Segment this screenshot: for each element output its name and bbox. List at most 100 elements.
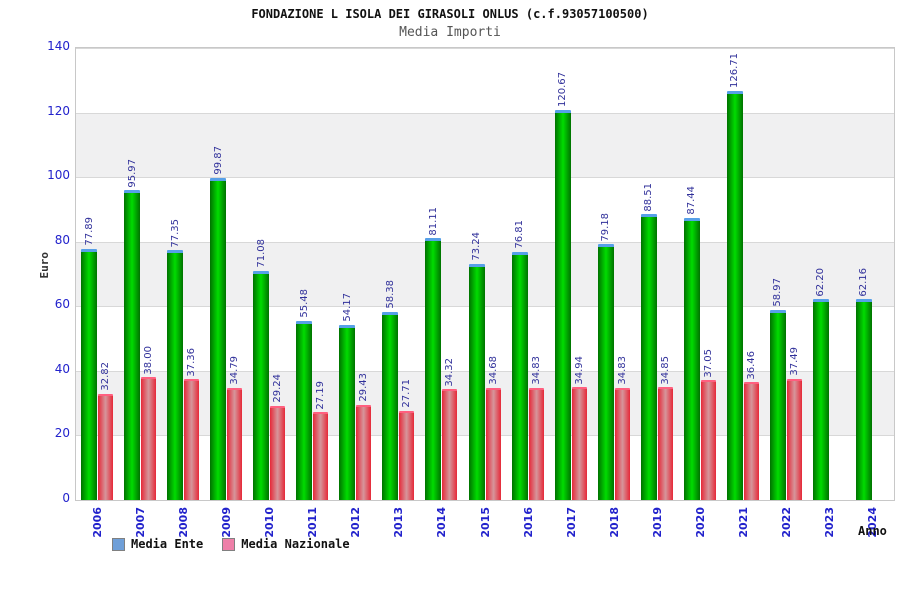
value-label-media-ente-2009: 99.87 (212, 145, 224, 175)
value-label-media-ente-2016: 76.81 (514, 220, 526, 250)
bar-media-nazionale-2020 (700, 380, 716, 500)
value-label-media-nazionale-2009: 34.79 (229, 356, 241, 385)
bar-media-ente-2013 (382, 311, 399, 500)
value-label-media-ente-2008: 77.35 (169, 218, 181, 248)
value-label-media-nazionale-2012: 29.43 (358, 373, 370, 402)
value-label-media-nazionale-2020: 37.05 (702, 348, 714, 378)
bar-media-ente-2021 (726, 90, 743, 500)
value-label-media-ente-2024: 62.16 (858, 267, 870, 297)
bar-media-ente-2008 (167, 250, 184, 500)
value-label-media-nazionale-2021: 36.46 (745, 350, 757, 380)
value-label-media-ente-2006: 77.89 (83, 216, 95, 246)
gridline (76, 435, 894, 437)
value-label-media-nazionale-2022: 37.49 (788, 347, 800, 376)
bar-media-nazionale-2017 (571, 387, 587, 500)
bar-media-ente-2024 (855, 299, 872, 500)
x-tick-label-2019: 2019 (650, 507, 664, 538)
bar-media-nazionale-2006 (98, 394, 114, 500)
x-tick-label-2013: 2013 (392, 507, 406, 538)
x-tick-label-2017: 2017 (564, 507, 578, 538)
x-tick-label-2015: 2015 (478, 507, 492, 538)
gridline (76, 112, 894, 114)
bar-media-nazionale-2010 (270, 405, 286, 500)
bar-media-ente-2018 (597, 244, 614, 500)
bar-media-ente-2019 (640, 214, 657, 500)
plot-area: 77.89 32.82 2006 95.97 38.00 2007 77.35 37.36 20… (75, 47, 895, 538)
y-tick-label: 80 (54, 232, 70, 247)
x-tick-label-2023: 2023 (822, 507, 836, 538)
value-label-media-ente-2014: 81.11 (427, 206, 439, 236)
value-label-media-ente-2022: 58.97 (772, 277, 784, 307)
legend-item-media-nazionale: Media Nazionale (222, 537, 350, 551)
value-label-media-ente-2010: 71.08 (255, 238, 267, 268)
gridline (76, 48, 894, 49)
bar-media-nazionale-2021 (743, 382, 759, 500)
legend-swatch-media-ente-icon (112, 537, 125, 551)
bar-media-ente-2007 (124, 190, 141, 500)
y-tick-label: 40 (54, 361, 70, 376)
x-tick-label-2014: 2014 (435, 507, 449, 538)
value-label-media-ente-2015: 73.24 (471, 231, 482, 261)
value-label-media-ente-2023: 62.20 (815, 267, 827, 297)
bar-media-ente-2009 (210, 177, 227, 500)
value-label-media-nazionale-2010: 29.24 (272, 373, 284, 403)
legend-item-media-ente: Media Ente (112, 537, 203, 551)
bar-media-nazionale-2018 (614, 387, 630, 500)
x-tick-label-2021: 2021 (736, 507, 750, 538)
x-tick-label-2016: 2016 (521, 507, 535, 538)
value-label-media-nazionale-2019: 34.85 (659, 355, 671, 385)
chart-subtitle: Media Importi (399, 25, 501, 40)
value-label-media-ente-2012: 54.17 (341, 293, 353, 323)
x-tick-label-2010: 2010 (263, 507, 277, 538)
value-label-media-ente-2013: 58.38 (384, 279, 396, 309)
y-tick-label: 0 (62, 491, 70, 505)
bar-media-ente-2006 (81, 248, 98, 500)
value-label-media-nazionale-2011: 27.19 (315, 380, 327, 410)
value-label-media-nazionale-2008: 37.36 (186, 347, 198, 377)
y-tick-label: 60 (54, 297, 70, 312)
bar-media-nazionale-2011 (313, 412, 329, 500)
y-tick-label: 120 (47, 103, 70, 118)
value-label-media-ente-2021: 126.71 (729, 52, 741, 88)
bar-media-nazionale-2013 (399, 410, 415, 500)
bar-media-ente-2015 (468, 263, 485, 500)
x-tick-label-2022: 2022 (779, 507, 793, 538)
x-tick-label-2020: 2020 (693, 507, 707, 538)
y-axis-title: Euro (38, 252, 51, 279)
x-axis-title: Anno (858, 524, 887, 538)
value-label-media-nazionale-2014: 34.32 (444, 357, 456, 387)
y-tick-label: 100 (47, 168, 70, 183)
value-label-media-ente-2019: 88.51 (643, 182, 655, 212)
gridline (76, 370, 894, 372)
y-axis: 0 20 40 60 80 100 120 140 (0, 39, 70, 505)
bar-media-ente-2011 (296, 320, 313, 500)
bar-media-ente-2010 (253, 270, 270, 500)
bar-media-nazionale-2019 (657, 387, 673, 500)
value-label-media-nazionale-2013: 27.71 (401, 378, 413, 408)
value-label-media-ente-2007: 95.97 (126, 158, 138, 188)
y-tick-label: 20 (54, 426, 70, 441)
bar-media-nazionale-2022 (786, 378, 802, 500)
value-label-media-ente-2018: 79.18 (600, 212, 612, 242)
value-label-media-nazionale-2007: 38.00 (143, 345, 155, 375)
legend-swatch-media-nazionale-icon (222, 537, 236, 551)
bar-media-nazionale-2015 (485, 388, 501, 500)
x-tick-label-2011: 2011 (306, 507, 320, 538)
legend-label-media-nazionale: Media Nazionale (241, 537, 350, 551)
bar-media-nazionale-2008 (184, 379, 200, 500)
bar-media-nazionale-2009 (227, 387, 243, 500)
x-tick-label-2008: 2008 (177, 507, 191, 538)
chart-title: FONDAZIONE L ISOLA DEI GIRASOLI ONLUS (c… (251, 7, 649, 21)
bar-media-ente-2023 (812, 299, 829, 500)
value-label-media-ente-2017: 120.67 (557, 72, 569, 108)
x-tick-label-2006: 2006 (91, 507, 105, 538)
gridline (76, 177, 894, 179)
bar-media-nazionale-2014 (442, 389, 458, 500)
bar-media-ente-2017 (554, 110, 571, 500)
gridline (76, 306, 894, 308)
value-label-media-ente-2020: 87.44 (686, 186, 698, 215)
x-tick-label-2018: 2018 (607, 507, 621, 538)
legend: Media Ente Media Nazionale (112, 537, 360, 551)
value-label-media-nazionale-2017: 34.94 (573, 355, 585, 385)
bar-media-nazionale-2012 (356, 404, 372, 500)
